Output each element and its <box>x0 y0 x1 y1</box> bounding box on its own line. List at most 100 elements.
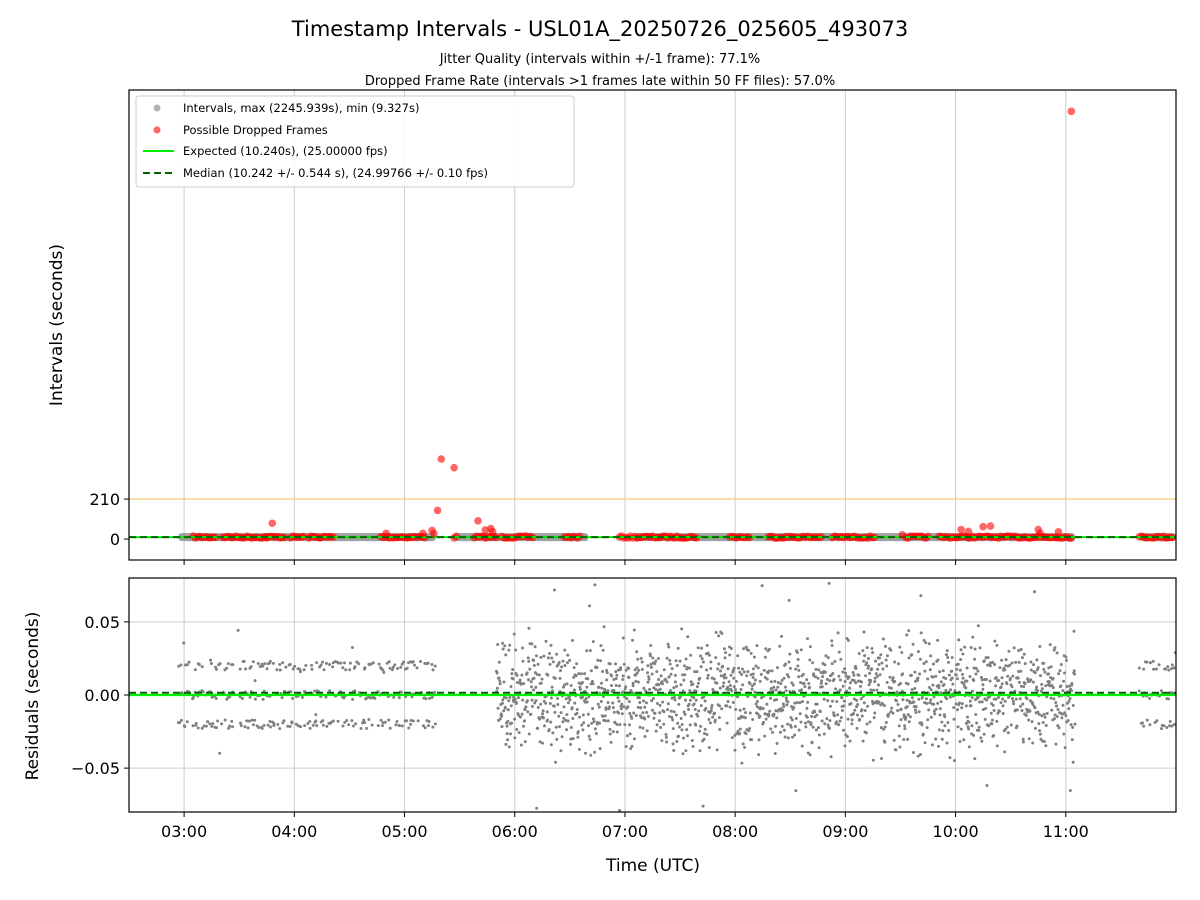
residual-point <box>931 683 935 687</box>
residual-point <box>788 666 792 670</box>
residual-point <box>896 709 900 713</box>
residuals-panel: −0.050.000.05 03:00 04:00 05:00 06:00 07:00 0… <box>23 577 1177 876</box>
residual-point <box>1038 674 1042 678</box>
residual-point <box>799 648 803 652</box>
residual-point <box>751 675 755 679</box>
residual-point <box>765 677 769 681</box>
residual-point <box>974 666 978 670</box>
residual-point <box>681 752 685 756</box>
residual-point <box>238 667 242 671</box>
residuals-x-tick-label: 03:00 <box>161 822 207 841</box>
residual-point <box>767 714 771 718</box>
residual-point <box>733 687 737 691</box>
residual-point <box>952 759 956 763</box>
residual-point <box>901 672 905 676</box>
residual-point <box>564 697 568 701</box>
residual-point <box>624 685 628 689</box>
residual-point <box>557 725 561 729</box>
residual-point <box>1142 724 1146 728</box>
residual-point <box>300 695 304 699</box>
residual-point <box>241 696 245 700</box>
residual-point <box>753 678 757 682</box>
residual-point <box>916 754 920 758</box>
residual-point <box>1063 746 1067 750</box>
residual-point <box>512 632 516 636</box>
residual-point <box>1037 722 1041 726</box>
residual-point <box>1064 655 1068 659</box>
residual-point <box>854 681 858 685</box>
residual-point <box>230 719 234 723</box>
residual-point <box>672 695 676 699</box>
residual-point <box>636 680 640 684</box>
chart-subtitle-dropped: Dropped Frame Rate (intervals >1 frames … <box>365 74 835 89</box>
residual-point <box>689 680 693 684</box>
residual-point <box>701 804 705 808</box>
residual-point <box>393 663 397 667</box>
residual-point <box>415 666 419 670</box>
residual-point <box>879 653 883 657</box>
residual-point <box>862 659 866 663</box>
chart-title: Timestamp Intervals - USL01A_20250726_02… <box>291 17 908 42</box>
residual-point <box>919 594 923 598</box>
residual-point <box>862 630 866 634</box>
residual-point <box>850 722 854 726</box>
residual-point <box>515 673 519 677</box>
residual-point <box>559 749 563 753</box>
residual-point <box>536 705 540 709</box>
residual-point <box>1052 648 1056 652</box>
residual-point <box>665 740 669 744</box>
residual-point <box>650 672 654 676</box>
residual-point <box>1172 722 1176 726</box>
residual-point <box>903 727 907 731</box>
residual-point <box>969 645 973 649</box>
residual-point <box>510 721 514 725</box>
residual-point <box>844 671 848 675</box>
residual-point <box>602 625 606 629</box>
residual-point <box>850 718 854 722</box>
residual-point <box>931 675 935 679</box>
residual-point <box>1049 665 1053 669</box>
residual-point <box>506 738 510 742</box>
residual-point <box>1010 696 1014 700</box>
residual-point <box>395 720 399 724</box>
residual-point <box>504 696 508 700</box>
residual-point <box>308 719 312 723</box>
residual-point <box>740 673 744 677</box>
residual-point <box>656 656 660 660</box>
residual-point <box>967 745 971 749</box>
legend-median-label: Median (10.242 +/- 0.544 s), (24.99766 +… <box>183 166 488 180</box>
residual-point <box>604 706 608 710</box>
residual-point <box>706 651 710 655</box>
residual-point <box>938 670 942 674</box>
residual-point <box>344 668 348 672</box>
residual-point <box>974 712 978 716</box>
residual-point <box>242 659 246 663</box>
residual-point <box>705 643 709 647</box>
residual-point <box>827 726 831 730</box>
residual-point <box>842 699 846 703</box>
residual-point <box>1055 651 1059 655</box>
residual-point <box>539 702 543 706</box>
residual-point <box>593 583 597 587</box>
residual-point <box>336 719 340 723</box>
residual-point <box>620 702 624 706</box>
residual-point <box>553 760 557 764</box>
residual-point <box>1068 697 1072 701</box>
residual-point <box>932 695 936 699</box>
residual-point <box>953 689 957 693</box>
residual-point <box>611 701 615 705</box>
residual-point <box>675 740 679 744</box>
residual-point <box>182 641 186 645</box>
residual-point <box>269 725 273 729</box>
residual-point <box>718 704 722 708</box>
residual-point <box>856 702 860 706</box>
residual-point <box>220 722 224 726</box>
residual-point <box>611 730 615 734</box>
residual-point <box>999 685 1003 689</box>
residual-point <box>225 666 229 670</box>
residual-point <box>609 740 613 744</box>
residuals-x-tick-label: 06:00 <box>492 822 538 841</box>
residual-point <box>643 734 647 738</box>
residual-point <box>692 696 696 700</box>
residual-point <box>973 657 977 661</box>
